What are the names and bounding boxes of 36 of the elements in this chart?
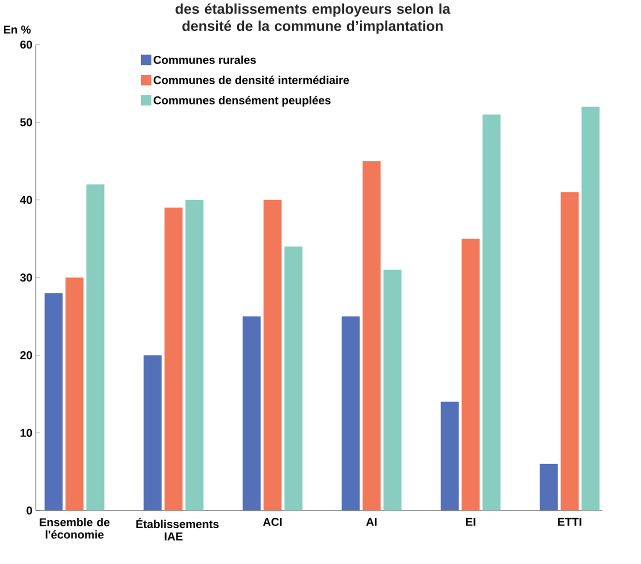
- bar: [164, 208, 183, 511]
- bar: [284, 246, 302, 511]
- bar: [440, 402, 459, 511]
- bar: [362, 161, 381, 511]
- y-axis-title: En %: [4, 26, 31, 34]
- x-tick-label: ACI: [263, 518, 282, 526]
- bar: [383, 270, 402, 511]
- x-tick-label: Ensemble de l'économie: [40, 518, 110, 539]
- y-tick-label: 40: [20, 196, 32, 204]
- legend-label: Communes de densité intermédiaire: [154, 76, 349, 84]
- bar: [540, 464, 558, 511]
- x-tick-label: ETTI: [558, 518, 582, 526]
- legend-label: Communes densément peuplées: [154, 96, 331, 107]
- bar: [242, 316, 261, 511]
- bar: [144, 355, 162, 511]
- bar: [264, 200, 282, 511]
- x-tick-label: EI: [466, 518, 476, 526]
- bar: [44, 293, 63, 511]
- chart-title: des établissements employeurs selon la densité de la commune d’implantation: [176, 4, 450, 34]
- y-tick-label: 20: [20, 351, 32, 360]
- y-tick-label: 10: [20, 429, 32, 438]
- bar: [86, 184, 104, 511]
- bar: [462, 238, 480, 511]
- bar: [185, 200, 204, 511]
- bar: [582, 106, 600, 511]
- bar: [482, 114, 501, 511]
- y-tick-label: 0: [26, 506, 32, 515]
- bar: [560, 192, 579, 511]
- y-tick-label: 50: [20, 118, 32, 126]
- y-tick-label: 30: [20, 274, 32, 282]
- x-tick-label: AI: [366, 518, 377, 526]
- y-tick-label: 60: [20, 40, 32, 49]
- x-tick-label: Établissements IAE: [136, 518, 219, 541]
- legend-label: Communes rurales: [154, 56, 256, 64]
- bar: [65, 278, 84, 511]
- bar: [342, 316, 360, 511]
